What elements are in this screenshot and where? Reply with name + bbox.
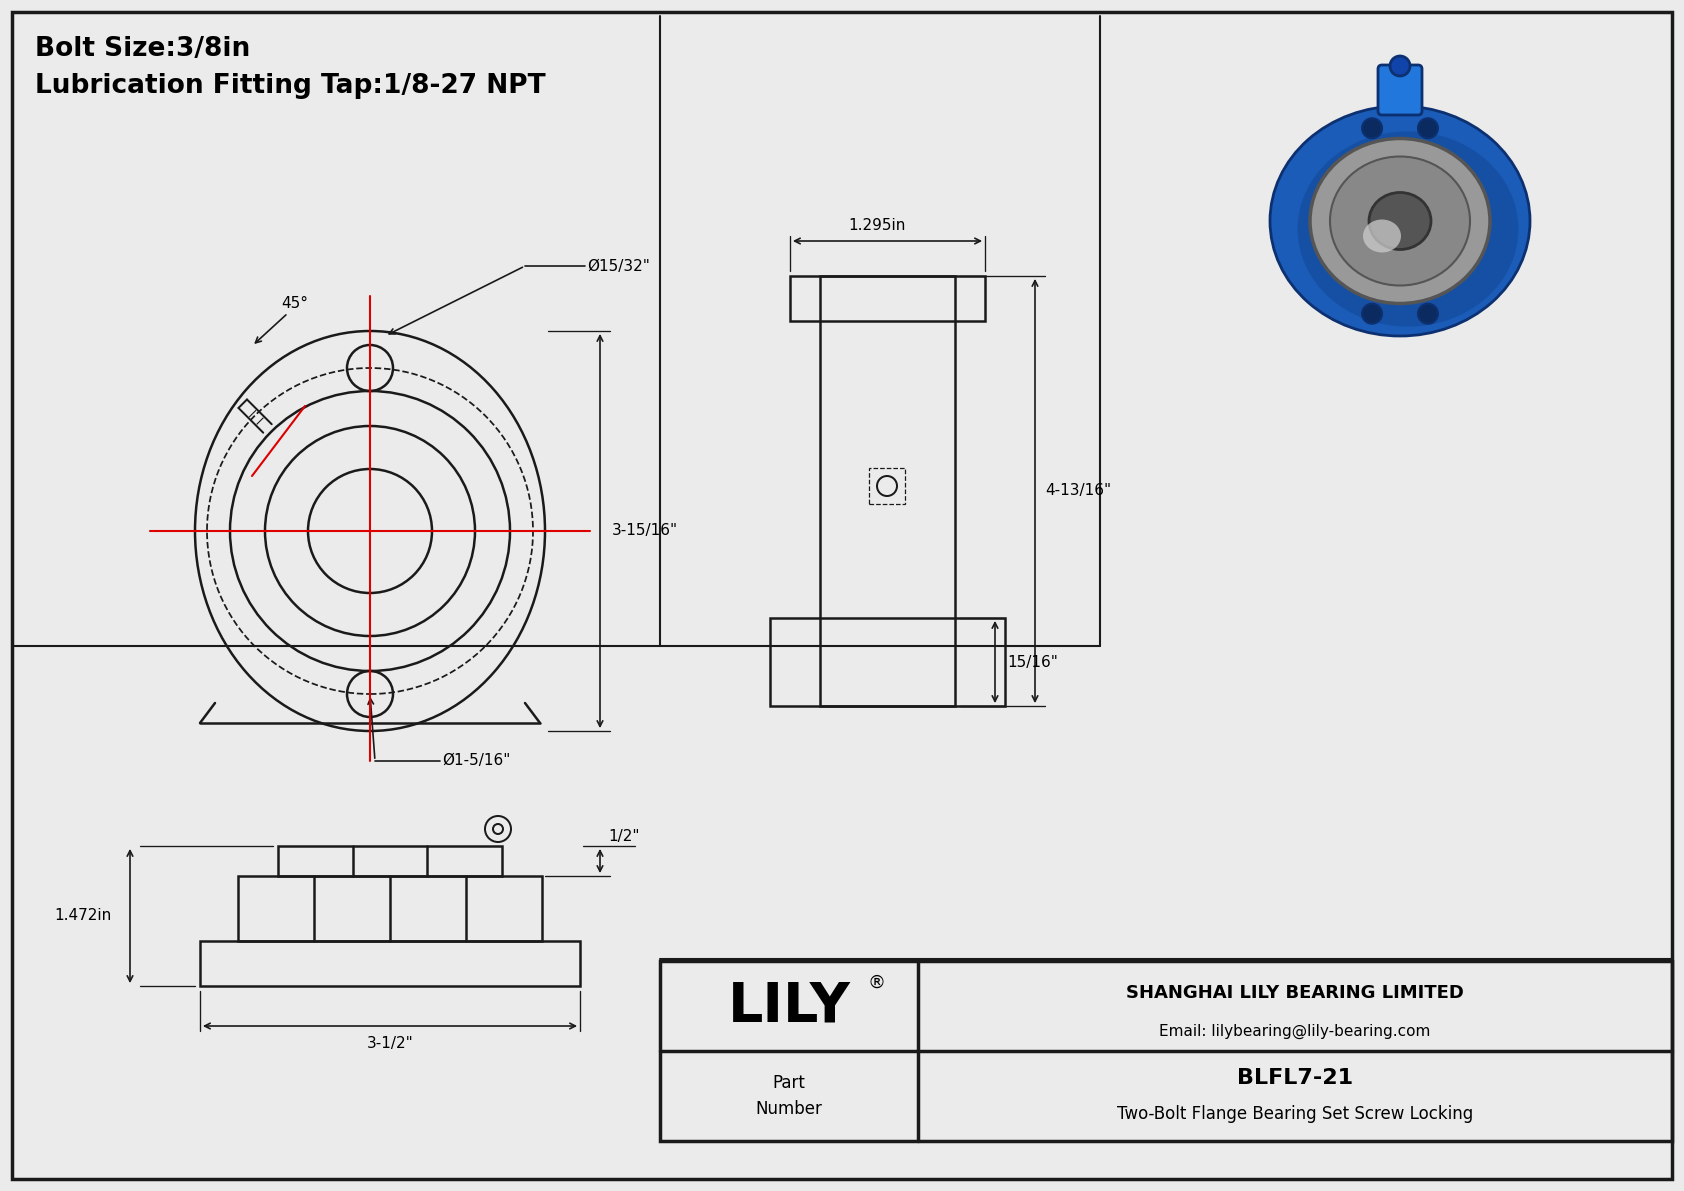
Circle shape <box>1418 118 1438 138</box>
Circle shape <box>1389 56 1410 76</box>
Text: 1/2": 1/2" <box>608 829 640 844</box>
Circle shape <box>1418 304 1438 324</box>
Text: ®: ® <box>867 974 886 992</box>
Circle shape <box>1362 304 1383 324</box>
Bar <box>200 941 579 986</box>
Text: Part
Number: Part Number <box>756 1074 822 1117</box>
Text: 15/16": 15/16" <box>1007 655 1058 669</box>
Text: BLFL7-21: BLFL7-21 <box>1238 1068 1352 1089</box>
Text: 3-15/16": 3-15/16" <box>611 524 679 538</box>
Ellipse shape <box>1270 106 1531 336</box>
Text: SHANGHAI LILY BEARING LIMITED: SHANGHAI LILY BEARING LIMITED <box>1127 985 1463 1003</box>
Ellipse shape <box>1369 193 1431 249</box>
Ellipse shape <box>1310 138 1490 304</box>
Text: 1.295in: 1.295in <box>849 218 906 233</box>
Text: Two-Bolt Flange Bearing Set Screw Locking: Two-Bolt Flange Bearing Set Screw Lockin… <box>1116 1105 1474 1123</box>
Bar <box>820 276 955 706</box>
Text: Lubrication Fitting Tap:1/8-27 NPT: Lubrication Fitting Tap:1/8-27 NPT <box>35 73 546 99</box>
Ellipse shape <box>1297 131 1519 326</box>
Text: 3-1/2": 3-1/2" <box>367 1036 413 1050</box>
Text: 4-13/16": 4-13/16" <box>1046 484 1111 499</box>
Bar <box>869 468 904 504</box>
Circle shape <box>1362 118 1383 138</box>
Bar <box>237 877 542 941</box>
Bar <box>278 846 502 877</box>
Text: 1.472in: 1.472in <box>54 909 111 923</box>
Text: Ø1-5/16": Ø1-5/16" <box>441 754 510 768</box>
FancyBboxPatch shape <box>1378 66 1421 116</box>
Text: Bolt Size:3/8in: Bolt Size:3/8in <box>35 36 251 62</box>
Text: 45°: 45° <box>281 295 308 311</box>
Text: Ø15/32": Ø15/32" <box>588 258 650 274</box>
Ellipse shape <box>1330 156 1470 286</box>
Bar <box>790 276 985 322</box>
Bar <box>660 961 1672 1141</box>
Bar <box>770 618 1005 706</box>
Text: Email: lilybearing@lily-bearing.com: Email: lilybearing@lily-bearing.com <box>1159 1023 1431 1039</box>
Text: LILY: LILY <box>727 979 850 1033</box>
Ellipse shape <box>1362 219 1401 252</box>
